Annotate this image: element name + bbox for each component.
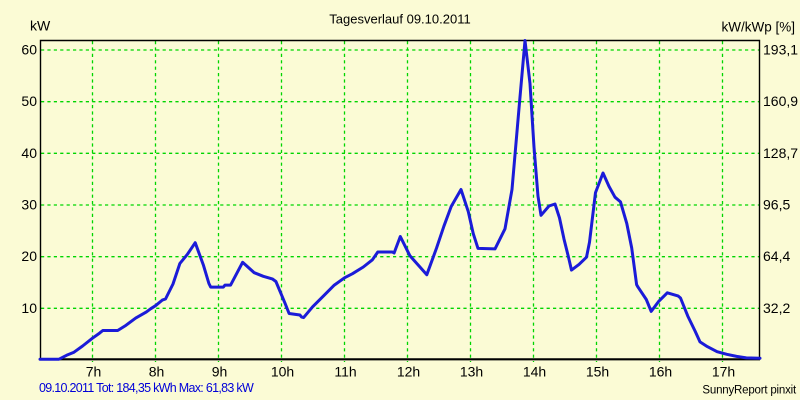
- svg-text:7h: 7h: [86, 364, 102, 380]
- svg-text:8h: 8h: [149, 364, 165, 380]
- svg-text:kW/kWp [%]: kW/kWp [%]: [722, 20, 796, 35]
- svg-text:96,5: 96,5: [763, 197, 790, 213]
- svg-text:128,7: 128,7: [763, 145, 798, 161]
- svg-text:16h: 16h: [649, 364, 672, 380]
- svg-text:50: 50: [21, 93, 37, 109]
- svg-text:193,1: 193,1: [763, 42, 798, 58]
- svg-text:15h: 15h: [586, 364, 609, 380]
- svg-text:160,9: 160,9: [763, 93, 798, 109]
- svg-text:60: 60: [21, 42, 37, 58]
- svg-text:11h: 11h: [334, 364, 356, 380]
- svg-text:SunnyReport pinxit: SunnyReport pinxit: [702, 385, 797, 397]
- svg-text:17h: 17h: [712, 364, 735, 380]
- svg-text:10h: 10h: [271, 364, 294, 380]
- svg-text:13h: 13h: [460, 364, 483, 380]
- svg-text:kW: kW: [30, 18, 51, 34]
- svg-text:30: 30: [21, 197, 37, 213]
- svg-text:Tagesverlauf 09.10.2011: Tagesverlauf 09.10.2011: [329, 12, 470, 27]
- svg-text:20: 20: [21, 248, 37, 264]
- svg-text:40: 40: [21, 145, 37, 161]
- svg-text:10: 10: [21, 300, 37, 316]
- svg-text:32,2: 32,2: [763, 300, 790, 316]
- svg-text:14h: 14h: [523, 364, 546, 380]
- svg-text:12h: 12h: [397, 364, 420, 380]
- svg-text:64,4: 64,4: [763, 248, 790, 264]
- svg-text:9h: 9h: [212, 364, 228, 380]
- svg-text:09.10.2011 Tot: 184,35 kWh Max: 09.10.2011 Tot: 184,35 kWh Max: 61,83 kW: [39, 381, 254, 395]
